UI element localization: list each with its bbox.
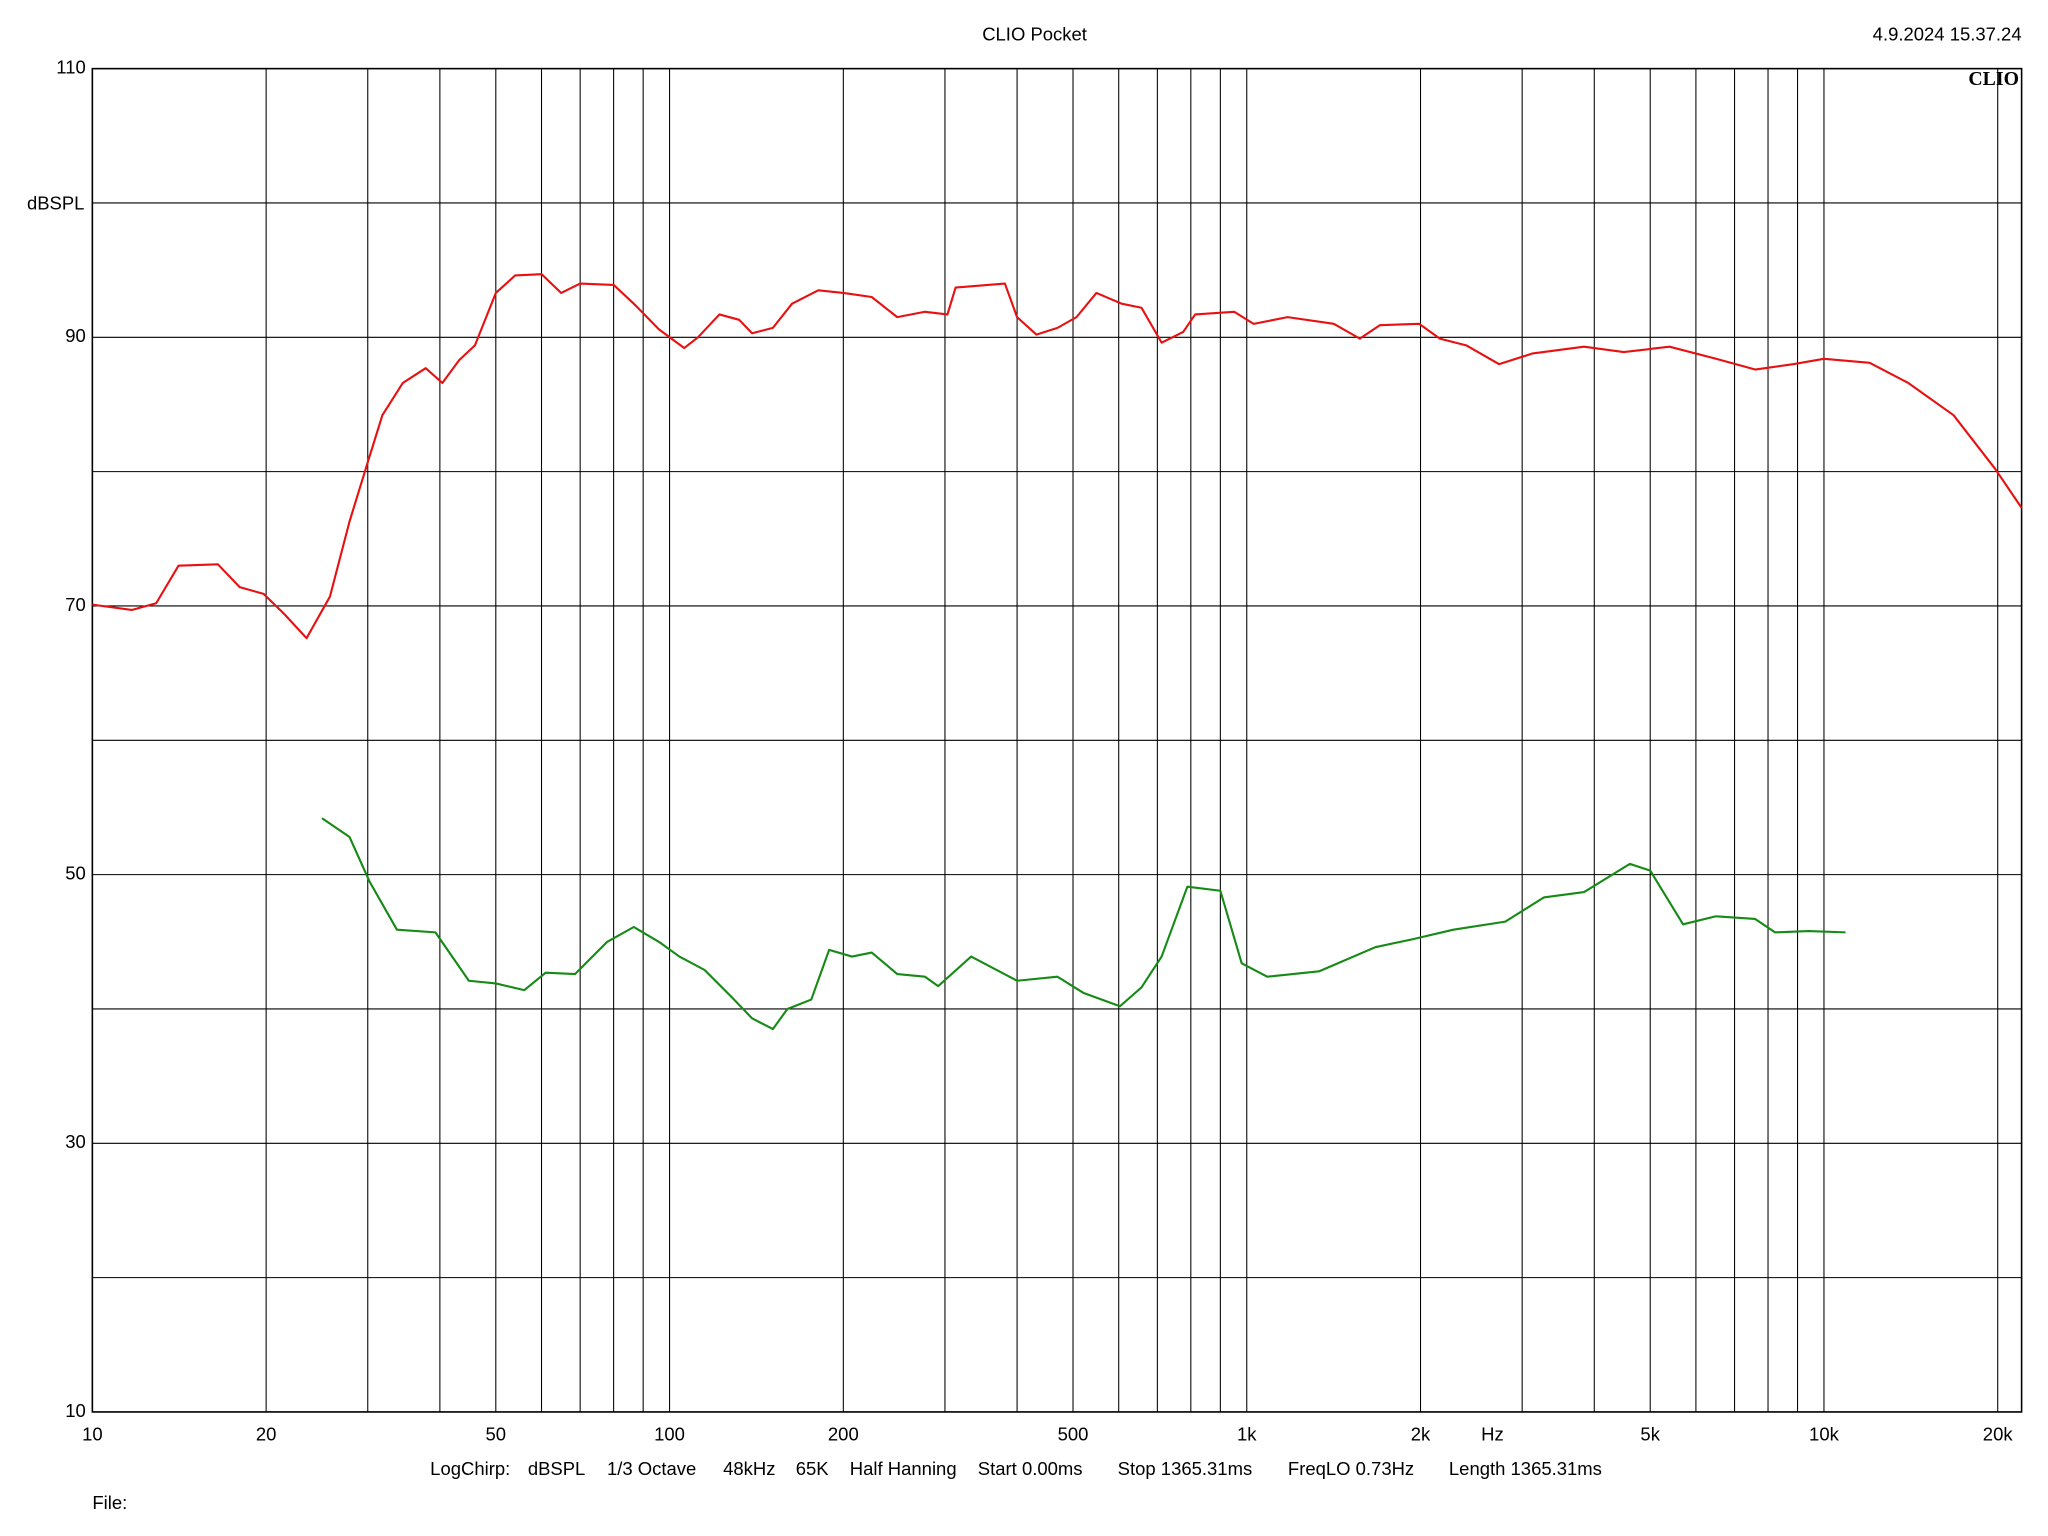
x-tick-label: 200 — [828, 1424, 859, 1445]
y-tick-label: 30 — [65, 1131, 86, 1152]
y-axis-label: dBSPL — [27, 192, 85, 213]
plot-frame — [91, 67, 2023, 1413]
x-tick-label: 20k — [1983, 1424, 2014, 1445]
x-tick-label: 10 — [82, 1424, 103, 1445]
measurement-info: 65K — [796, 1458, 830, 1479]
measurement-info: Half Hanning — [850, 1458, 957, 1479]
chart-title: CLIO Pocket — [982, 24, 1087, 45]
x-tick-label: 5k — [1640, 1424, 1660, 1445]
measurement-info: 48kHz — [723, 1458, 775, 1479]
measurement-info: Length 1365.31ms — [1449, 1458, 1602, 1479]
x-tick-label: 500 — [1058, 1424, 1089, 1445]
measurement-info: Start 0.00ms — [978, 1458, 1083, 1479]
x-axis-label: Hz — [1481, 1424, 1504, 1445]
measurement-info: 1/3 Octave — [607, 1458, 696, 1479]
file-label: File: — [92, 1492, 127, 1513]
data-line — [92, 273, 2023, 640]
data-line — [321, 817, 1846, 1031]
y-tick-label: 70 — [65, 594, 86, 615]
x-tick-label: 100 — [654, 1424, 685, 1445]
y-tick-label: 10 — [65, 1400, 86, 1421]
measurement-info: LogChirp: — [430, 1458, 510, 1479]
timestamp: 4.9.2024 15.37.24 — [1873, 24, 2022, 45]
logo: CLIO — [1968, 68, 2019, 90]
measurement-info: dBSPL — [528, 1458, 586, 1479]
y-tick-label: 50 — [65, 862, 86, 883]
x-tick-label: 20 — [256, 1424, 277, 1445]
y-tick-label: 90 — [65, 325, 86, 346]
measurement-info: Stop 1365.31ms — [1118, 1458, 1253, 1479]
measurement-info: FreqLO 0.73Hz — [1288, 1458, 1414, 1479]
x-tick-label: 1k — [1237, 1424, 1257, 1445]
y-tick-label: 110 — [56, 56, 85, 77]
x-tick-label: 10k — [1809, 1424, 1840, 1445]
x-tick-label: 2k — [1411, 1424, 1431, 1445]
x-tick-label: 50 — [486, 1424, 507, 1445]
